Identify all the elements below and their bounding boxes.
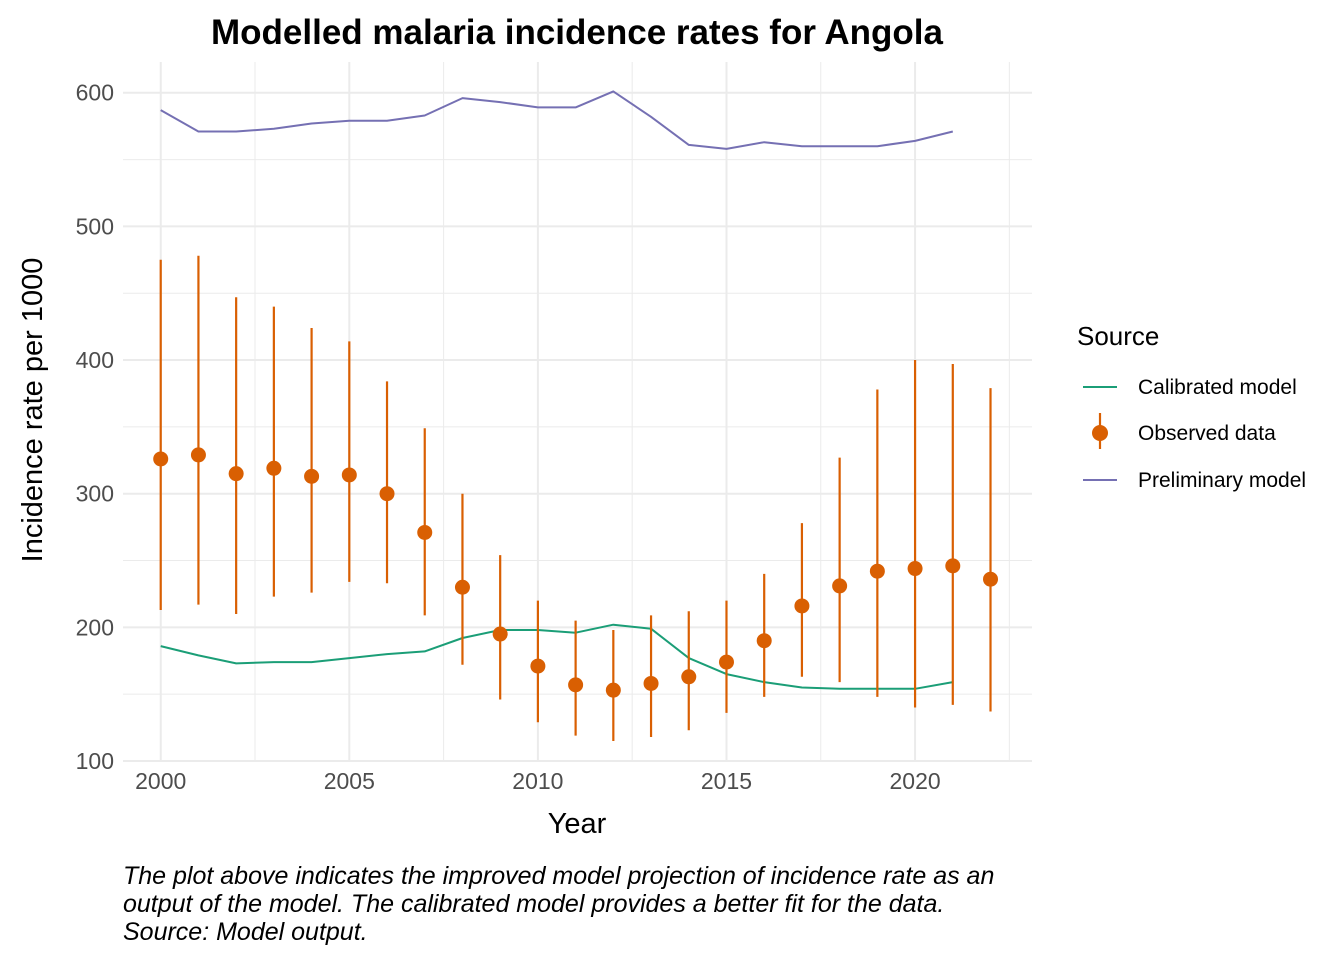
calibrated-model-line <box>160 623 953 690</box>
x-tick-label: 2015 <box>701 768 752 794</box>
observed-point <box>341 467 357 483</box>
observed-point <box>417 524 433 540</box>
legend: Source Calibrated model Observed data Prel… <box>1077 321 1306 492</box>
observed-point <box>945 558 961 574</box>
x-tick-label: 2005 <box>324 768 375 794</box>
observed-point <box>153 451 169 467</box>
y-tick-label: 600 <box>76 80 114 106</box>
observed-point <box>756 633 772 649</box>
legend-label: Observed data <box>1138 422 1276 445</box>
caption: The plot above indicates the improved mo… <box>123 862 1123 946</box>
observed-point <box>869 563 885 579</box>
observed-point <box>190 447 206 463</box>
observed-point <box>304 468 320 484</box>
legend-title: Source <box>1077 321 1159 351</box>
observed-point <box>605 682 621 698</box>
observed-point <box>718 654 734 670</box>
observed-point <box>454 579 470 595</box>
legend-label: Preliminary model <box>1138 469 1306 492</box>
grid-lines <box>123 62 1032 762</box>
observed-point <box>907 561 923 577</box>
chart-title: Modelled malaria incidence rates for Ang… <box>211 13 943 52</box>
caption-line-2: output of the model. The calibrated mode… <box>123 890 945 918</box>
x-axis-title: Year <box>548 808 607 840</box>
observed-point <box>681 669 697 685</box>
y-axis-title: Incidence rate per 1000 <box>17 258 49 563</box>
observed-point <box>983 571 999 587</box>
y-tick-label: 100 <box>76 748 114 774</box>
x-tick-label: 2010 <box>512 768 563 794</box>
legend-key-point <box>1092 425 1108 441</box>
observed-point <box>379 486 395 502</box>
axis-tick-labels: 100 200 300 400 500 600 2000 2005 2010 2015 2020 <box>76 80 941 794</box>
observed-points <box>153 255 999 741</box>
preliminary-model-line <box>160 90 954 150</box>
caption-line-1: The plot above indicates the improved mo… <box>123 862 995 890</box>
observed-point <box>266 460 282 476</box>
observed-point <box>794 598 810 614</box>
observed-point <box>228 466 244 482</box>
observed-point <box>530 658 546 674</box>
y-tick-label: 500 <box>76 213 114 239</box>
observed-point <box>568 677 584 693</box>
y-tick-label: 300 <box>76 481 114 507</box>
series-lines <box>160 90 954 690</box>
legend-label: Calibrated model <box>1138 376 1297 399</box>
y-tick-label: 400 <box>76 347 114 373</box>
observed-point <box>492 626 508 642</box>
observed-point <box>643 675 659 691</box>
caption-line-3: Source: Model output. <box>123 918 368 946</box>
x-tick-label: 2000 <box>135 768 186 794</box>
observed-point <box>832 578 848 594</box>
x-tick-label: 2020 <box>889 768 940 794</box>
y-tick-label: 200 <box>76 614 114 640</box>
